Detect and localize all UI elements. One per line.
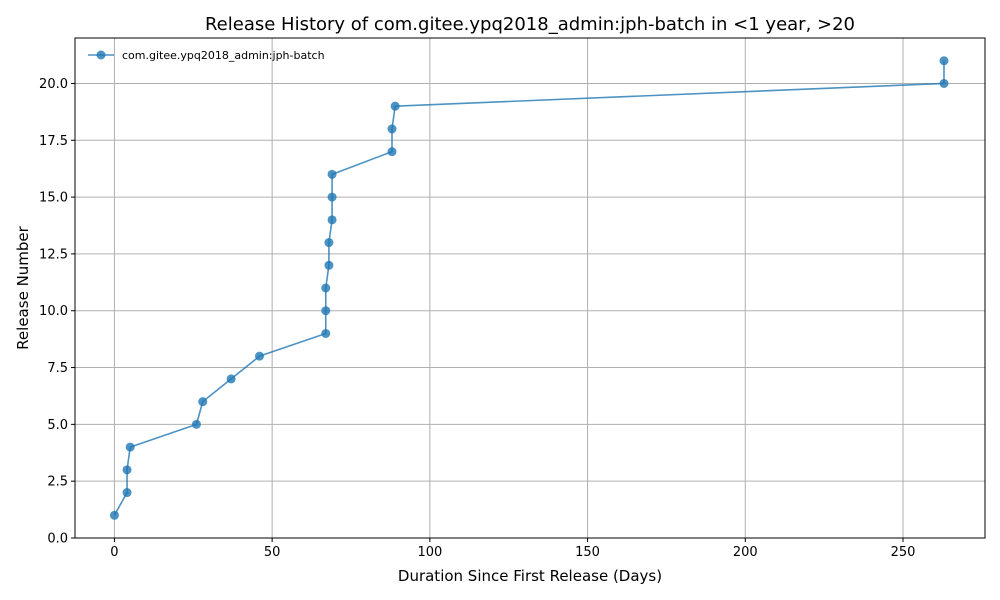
y-tick-label: 17.5 (39, 134, 68, 149)
x-tick-label: 50 (264, 545, 281, 560)
data-point (387, 147, 397, 157)
data-point (327, 215, 337, 225)
data-point (191, 419, 201, 429)
y-tick-label: 12.5 (39, 247, 68, 262)
y-tick-label: 15.0 (39, 191, 68, 206)
data-point (327, 192, 337, 202)
legend-marker-swatch (96, 50, 106, 60)
legend-entry-label: com.gitee.ypq2018_admin:jph-batch (122, 49, 325, 62)
data-point (939, 78, 949, 88)
x-tick-label: 0 (110, 545, 118, 560)
data-point (387, 124, 397, 134)
data-point (321, 283, 331, 293)
data-point (327, 169, 337, 179)
data-point (226, 374, 236, 384)
plot-frame (74, 37, 986, 539)
data-point (321, 306, 331, 316)
data-point (122, 488, 132, 498)
y-tick-label: 2.5 (47, 475, 68, 490)
data-point (321, 328, 331, 338)
data-point (109, 510, 119, 520)
x-tick-label: 250 (891, 545, 916, 560)
x-tick-label: 200 (733, 545, 758, 560)
y-tick-label: 10.0 (39, 304, 68, 319)
y-tick-label: 20.0 (39, 77, 68, 92)
data-point (125, 442, 135, 452)
data-point (939, 56, 949, 66)
data-point (122, 465, 132, 475)
data-point (324, 260, 334, 270)
data-point (198, 397, 208, 407)
y-tick-label: 5.0 (47, 418, 68, 433)
y-tick-label: 0.0 (47, 532, 68, 547)
x-axis-label: Duration Since First Release (Days) (398, 567, 662, 585)
data-point (324, 238, 334, 248)
chart-title: Release History of com.gitee.ypq2018_adm… (205, 14, 855, 35)
legend: com.gitee.ypq2018_admin:jph-batch (88, 49, 325, 62)
data-point (390, 101, 400, 111)
y-tick-label: 7.5 (47, 361, 68, 376)
data-point (255, 351, 265, 361)
x-tick-label: 100 (417, 545, 442, 560)
x-tick-label: 150 (575, 545, 600, 560)
y-axis-label: Release Number (14, 225, 32, 349)
